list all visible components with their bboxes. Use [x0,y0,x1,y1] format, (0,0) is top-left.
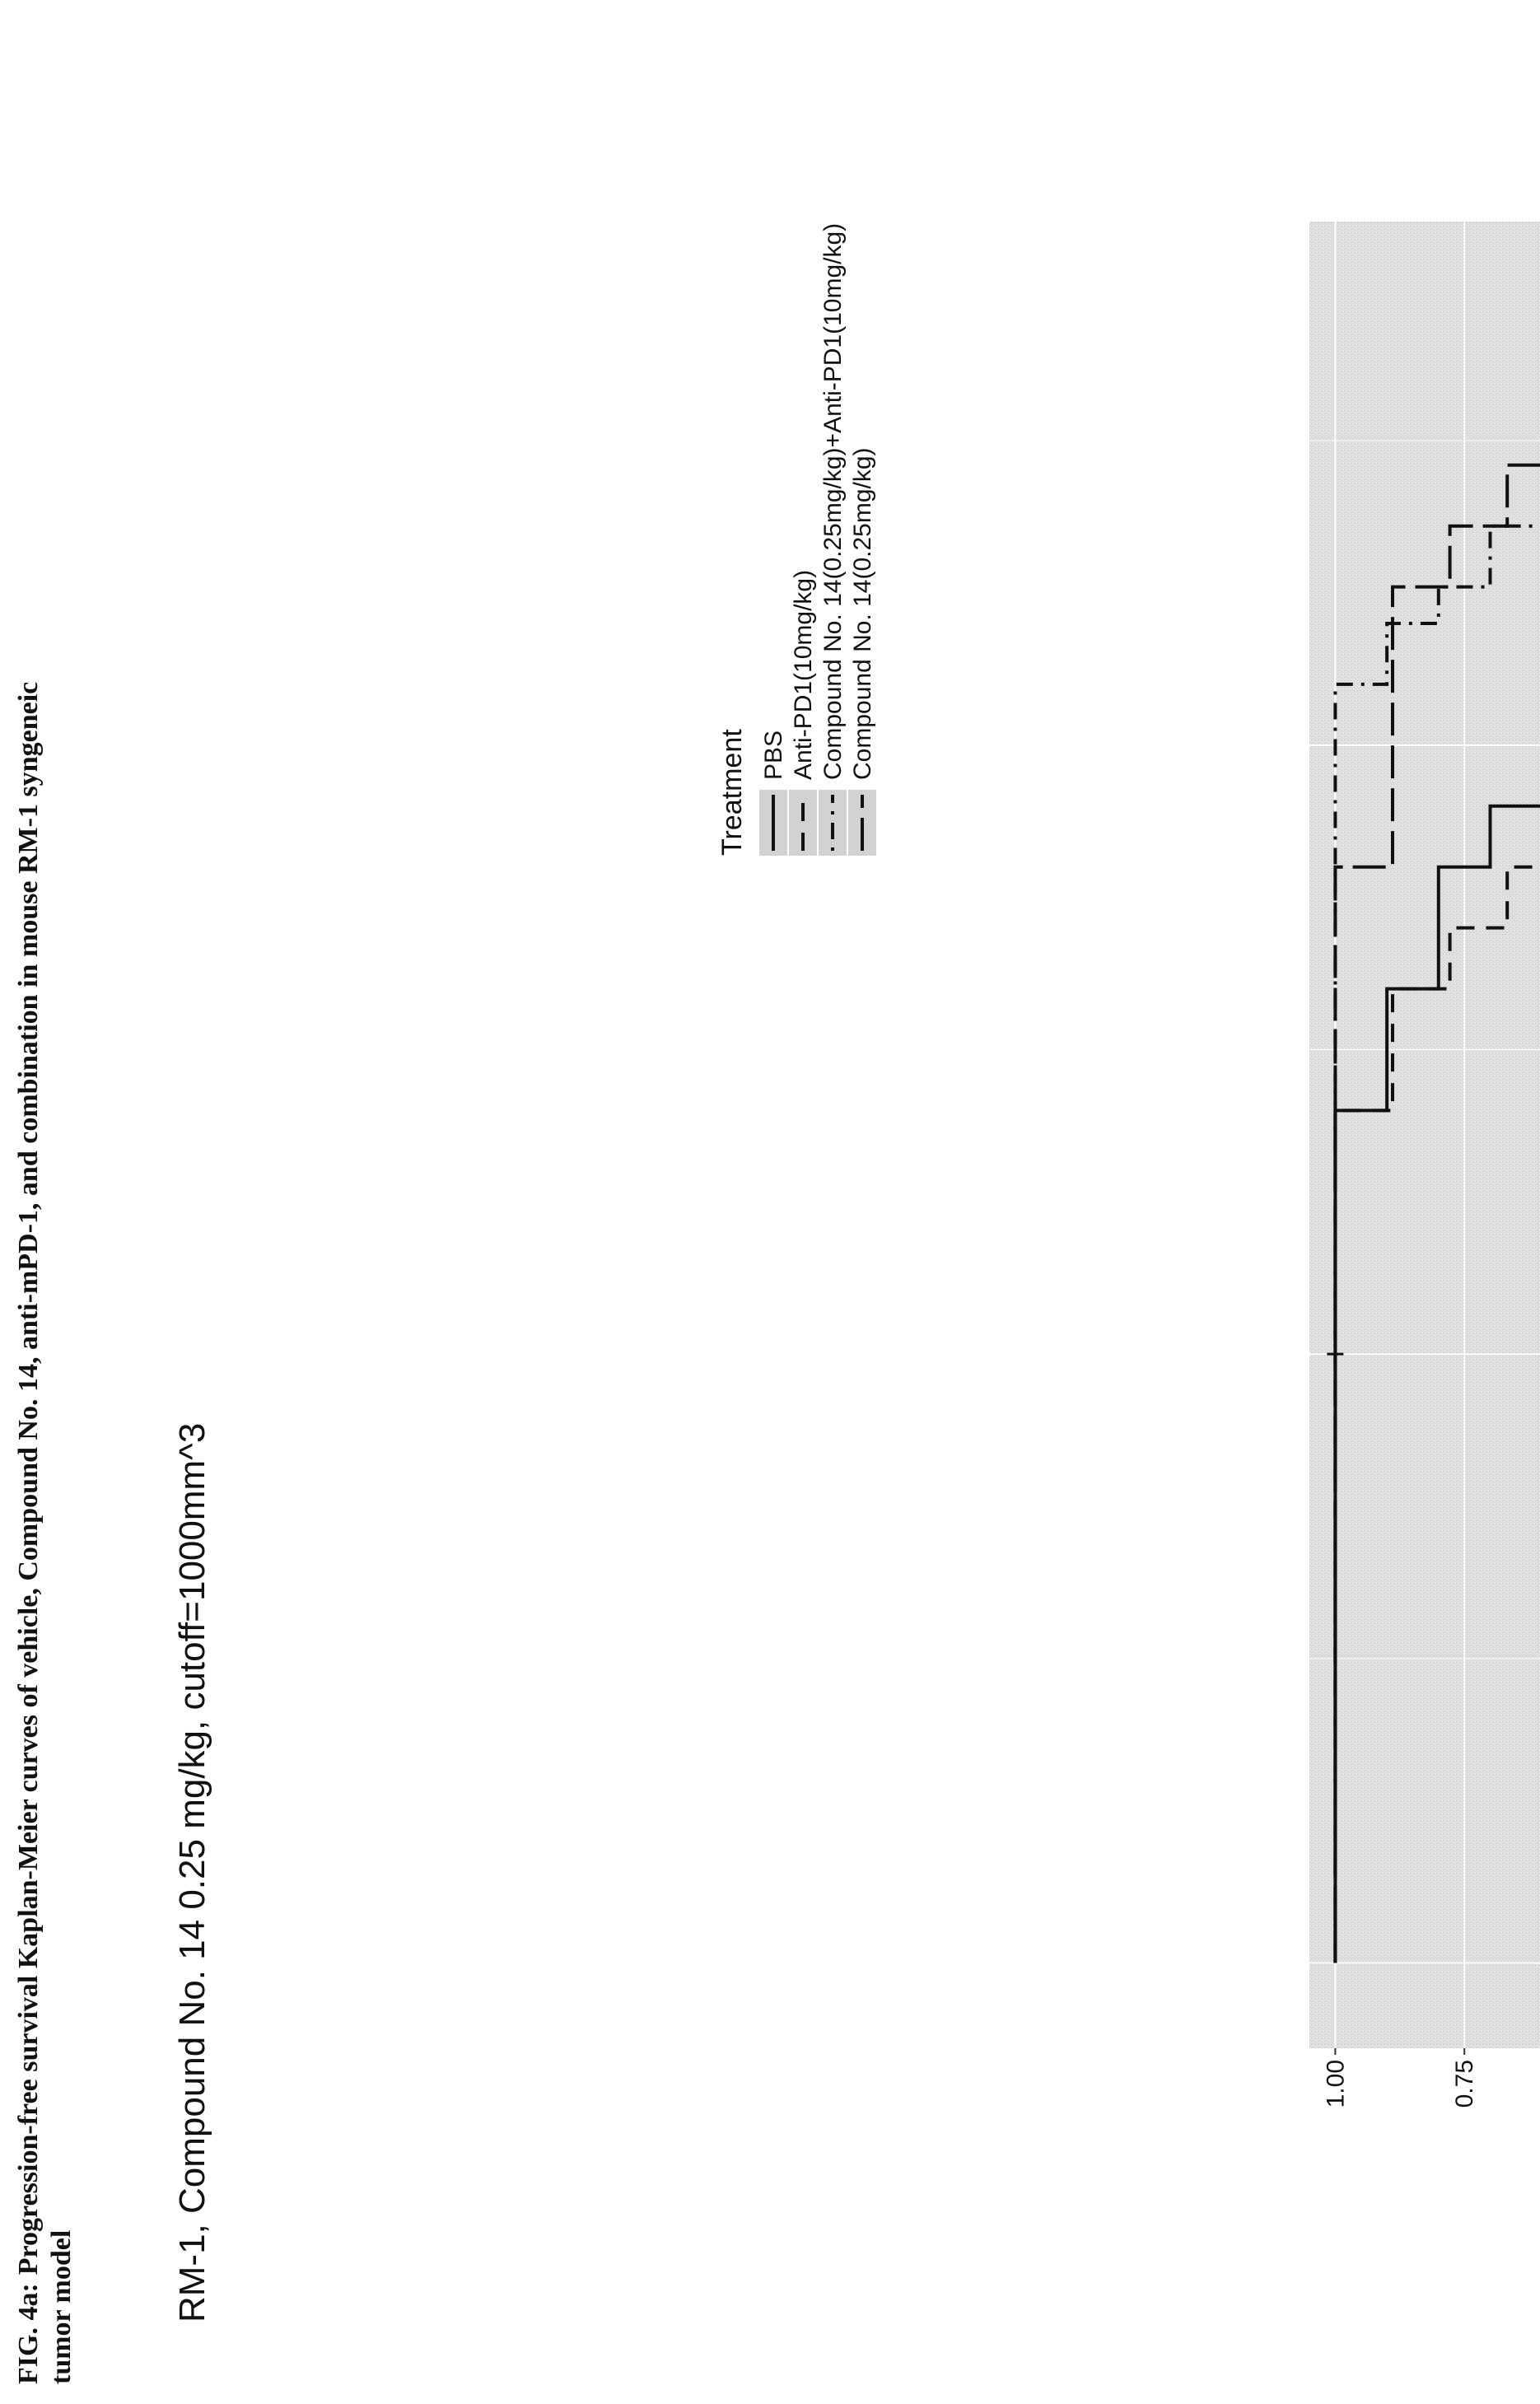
y-axis: 0.000.250.500.751.00 [1322,2048,1478,2108]
caption-line1: Progression-free survival Kaplan-Meier c… [13,682,44,2275]
legend-label: Compound No. 14(0.25mg/kg)+Anti-PD1(10mg… [819,223,847,780]
legend-items: PBS Anti-PD1(10mg/kg) Compound No. 14(0.25… [759,223,876,856]
svg-text:FIG. 4a:Progression-free survi: FIG. 4a: Progression-free survival Kaplan… [13,682,44,2384]
plot-panel [1309,222,1540,2048]
caption-fig-label: FIG. 4a: [13,2283,44,2384]
legend-title: Treatment [716,729,748,856]
chart-title: RM-1, Compound No. 14 0.25 mg/kg, cutoff… [172,1423,212,2322]
y-tick-label: 1.00 [1322,2060,1349,2108]
plot-group: 0.000.250.500.751.00 0510 time survival [1309,222,1540,2108]
legend-label: PBS [760,731,787,780]
series-line-3 [1333,319,1540,1963]
series-line-4 [1333,319,1540,1963]
figure-caption: FIG. 4a: Progression-free survival Kaplan… [13,682,77,2384]
legend-key [789,790,817,856]
series-line-2 [1333,441,1540,1963]
legend: Treatment PBS Anti-PD1(10mg/kg) Compound N… [716,223,876,856]
survival-curves [1327,319,1540,1963]
legend-label: Anti-PD1(10mg/kg) [790,570,817,780]
legend-label: Compound No. 14(0.25mg/kg) [849,447,876,780]
series-line-1 [1333,380,1540,1963]
caption-line2: tumor model [46,2230,77,2384]
y-tick-label: 0.75 [1451,2060,1478,2108]
